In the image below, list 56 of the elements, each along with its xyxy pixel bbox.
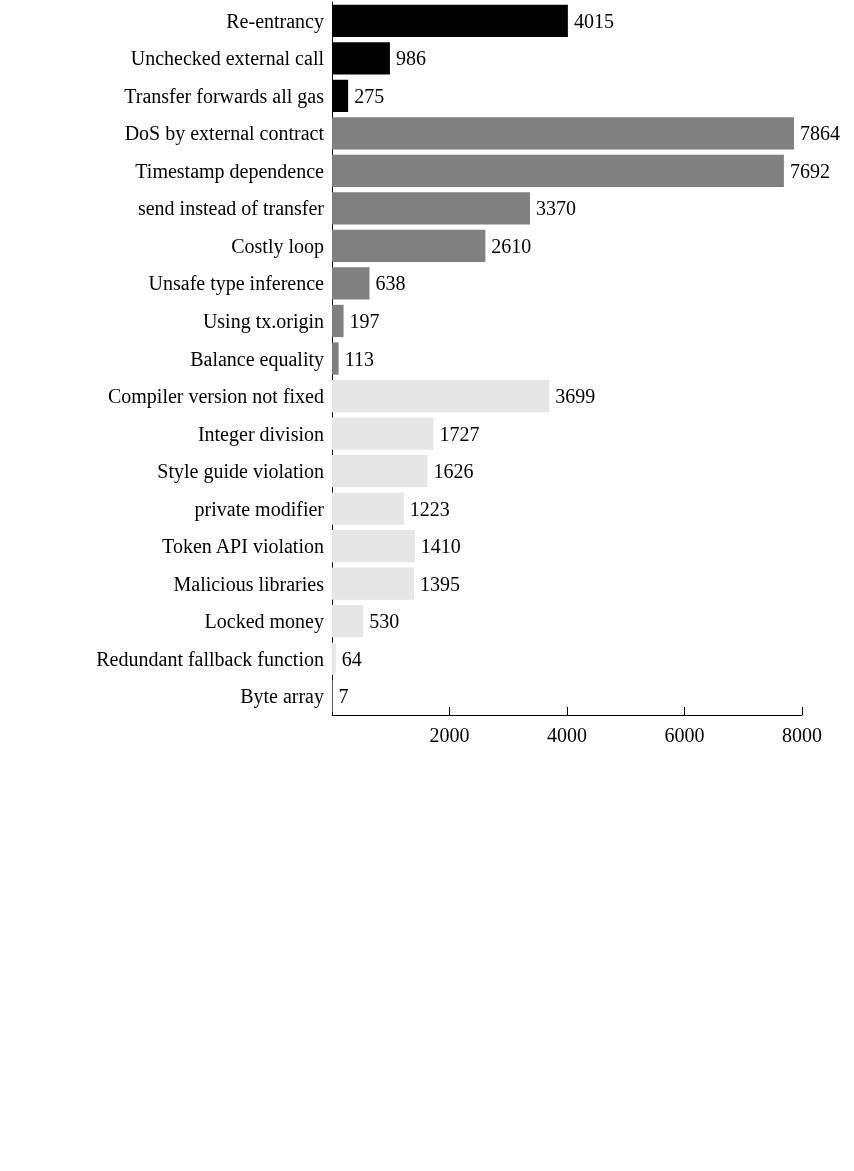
y-tick-label: Redundant fallback function [96,647,324,670]
y-tick-label: Transfer forwards all gas [124,84,325,108]
y-tick-label: Unchecked external call [130,47,325,70]
y-tick-label: Token API violation [162,535,324,558]
data-label: 113 [344,347,374,370]
data-label: 7692 [789,159,830,182]
bar [332,417,434,450]
data-label: 7 [338,685,349,708]
y-tick-label: private modifier [194,497,325,521]
y-tick-label: Unsafe type inference [148,272,325,296]
y-tick-label: DoS by external contract [124,122,325,146]
bar [332,229,486,263]
bar [332,192,530,225]
data-label: 64 [341,647,362,670]
data-label: 275 [354,84,385,107]
y-tick-label: Malicious libraries [173,572,325,595]
bar [332,492,404,525]
bar [332,530,415,563]
data-label: 3370 [535,197,576,220]
data-label: 2610 [491,234,532,257]
bar [332,379,550,413]
data-label: 1395 [419,572,460,595]
data-label: 7864 [800,122,841,145]
data-label: 986 [395,47,426,70]
data-label: 530 [369,610,400,633]
y-tick-label: Compiler version not fixed [107,385,324,409]
bar [332,342,339,375]
data-label: 197 [349,309,380,332]
y-tick-label: Balance equality [190,347,324,371]
y-tick-label: Using tx.origin [202,309,324,333]
y-tick-label: send instead of transfer [137,197,325,220]
data-label: 1223 [409,497,450,520]
x-tick-label: 6000 [664,724,705,746]
y-tick-label: Costly loop [231,234,324,258]
x-tick-label: 8000 [782,724,822,746]
data-label: 1410 [420,535,461,558]
data-label: 638 [375,272,406,295]
x-tick-label: 2000 [429,724,470,746]
x-tick-label: 4000 [547,724,587,746]
bar [332,267,370,300]
data-label: 1626 [433,460,474,483]
data-label: 3699 [555,385,596,408]
y-tick-label: Locked money [204,610,324,634]
y-tick-label: Timestamp dependence [135,159,325,183]
y-tick-label: Byte array [240,685,324,709]
bar [332,154,784,187]
y-tick-label: Integer division [197,422,324,446]
data-label: 4015 [573,9,614,32]
bar [332,454,428,488]
bar [332,605,364,638]
bar [332,117,795,150]
y-tick-label: Re-entrancy [226,9,324,33]
y-tick-label: Style guide violation [157,460,324,484]
bar [332,567,414,600]
data-label: 1727 [439,422,480,445]
bar [332,304,344,338]
